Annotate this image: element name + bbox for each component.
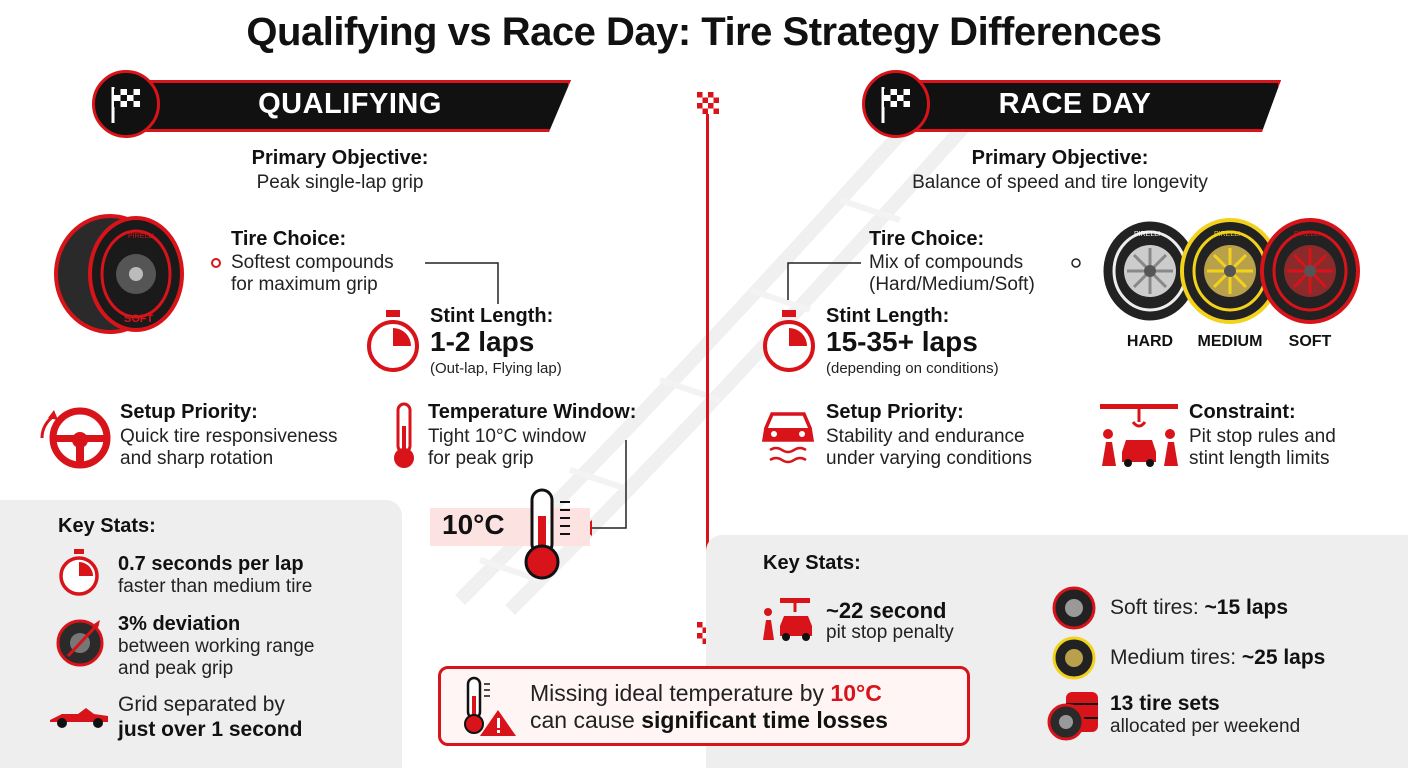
race-car-icon bbox=[50, 708, 108, 728]
race-tire-choice-line1: Mix of compounds bbox=[869, 252, 1024, 273]
soft-tire-stat-icon bbox=[1052, 586, 1096, 630]
worn-tire-icon bbox=[56, 619, 104, 667]
center-divider bbox=[706, 110, 709, 640]
race-tire-choice-line2: (Hard/Medium/Soft) bbox=[869, 274, 1035, 295]
soft-tire-race-icon: PIRELLI bbox=[1260, 218, 1360, 324]
warning-callout bbox=[438, 666, 970, 746]
race-constraint-line2: stint length limits bbox=[1189, 448, 1330, 469]
race-stat2: Soft tires: ~15 laps bbox=[1110, 596, 1288, 620]
qualifying-setup-line2: and sharp rotation bbox=[120, 448, 274, 469]
tire-stack-icon bbox=[1047, 692, 1098, 741]
qualifying-stint-value: 1-2 laps bbox=[430, 326, 535, 357]
medium-tire-label: MEDIUM bbox=[1197, 333, 1263, 350]
warning-line2: can cause significant time losses bbox=[530, 707, 888, 734]
race-day-banner bbox=[900, 80, 1281, 132]
race-constraint-heading: Constraint: bbox=[1189, 401, 1296, 423]
checkered-flag-top-marker bbox=[697, 92, 719, 114]
soft-tire-race-label: SOFT bbox=[1288, 333, 1332, 350]
qualifying-temp-line2: for peak grip bbox=[428, 448, 534, 469]
page-title: Qualifying vs Race Day: Tire Strategy Di… bbox=[246, 10, 1162, 54]
race-setup-heading: Setup Priority: bbox=[826, 401, 964, 423]
tire-choice-connector bbox=[211, 258, 499, 304]
race-stint-heading: Stint Length: bbox=[826, 305, 950, 327]
race-stat3-value: ~25 laps bbox=[1241, 646, 1326, 669]
temperature-warning-icon bbox=[464, 676, 516, 736]
stopwatch-icon bbox=[763, 310, 815, 372]
pit-crew-icon bbox=[1100, 404, 1178, 467]
qualifying-stat2-line2: and peak grip bbox=[118, 658, 234, 679]
race-stats-heading: Key Stats: bbox=[763, 552, 861, 574]
race-stat4-value: 13 tire sets bbox=[1110, 692, 1220, 715]
qualifying-stint-heading: Stint Length: bbox=[430, 305, 554, 327]
checkered-flag-icon bbox=[881, 87, 910, 123]
qualifying-stat3-value: just over 1 second bbox=[118, 718, 303, 741]
qualifying-tire-choice-line1: Softest compounds bbox=[231, 252, 394, 273]
qualifying-stat3-line1: Grid separated by bbox=[118, 693, 285, 716]
soft-tire-label: SOFT bbox=[124, 313, 154, 325]
race-tire-choice-connector bbox=[787, 258, 1081, 300]
qualifying-temp-line1: Tight 10°C window bbox=[428, 426, 586, 447]
qualifying-objective-heading: Primary Objective: bbox=[251, 147, 429, 169]
qualifying-objective-text: Peak single-lap grip bbox=[256, 172, 424, 193]
race-stat3-text: Medium tires: bbox=[1110, 646, 1242, 669]
svg-text:PIRELLI: PIRELLI bbox=[1214, 231, 1240, 238]
race-tire-choice-heading: Tire Choice: bbox=[869, 228, 985, 250]
warning-text-part4: significant time losses bbox=[641, 707, 888, 733]
warning-temp-value: 10°C bbox=[830, 680, 882, 706]
large-thermometer-icon bbox=[524, 488, 570, 580]
race-stat1-text: pit stop penalty bbox=[826, 622, 954, 643]
qualifying-tire-choice-heading: Tire Choice: bbox=[231, 228, 347, 250]
qualifying-banner-label: QUALIFYING bbox=[258, 88, 442, 120]
hard-tire-icon: PIRELLI bbox=[1100, 218, 1200, 324]
soft-tire-icon: PIRELLI bbox=[54, 214, 184, 334]
svg-text:PIRELLI: PIRELLI bbox=[1294, 231, 1320, 238]
pit-stop-icon bbox=[763, 598, 812, 641]
race-setup-line1: Stability and endurance bbox=[826, 426, 1025, 447]
race-objective-heading: Primary Objective: bbox=[971, 147, 1149, 169]
race-objective-text: Balance of speed and tire longevity bbox=[912, 172, 1208, 193]
race-day-flag-badge bbox=[862, 70, 930, 138]
medium-tire-stat-icon bbox=[1052, 636, 1096, 680]
medium-tire-icon: PIRELLI bbox=[1180, 218, 1280, 324]
qualifying-temp-value: 10°C bbox=[442, 509, 505, 540]
race-stint-value: 15-35+ laps bbox=[826, 326, 978, 357]
race-stat3: Medium tires: ~25 laps bbox=[1110, 646, 1325, 670]
stopwatch-stat-icon bbox=[59, 549, 99, 596]
qualifying-temp-heading: Temperature Window: bbox=[428, 401, 637, 423]
car-stability-icon bbox=[761, 412, 815, 464]
svg-text:PIRELLI: PIRELLI bbox=[128, 233, 154, 240]
race-stat2-value: ~15 laps bbox=[1204, 596, 1289, 619]
steering-wheel-icon bbox=[40, 407, 111, 469]
warning-text-part1: Missing ideal temperature by bbox=[530, 680, 831, 706]
race-stint-note: (depending on conditions) bbox=[826, 360, 999, 377]
qualifying-stat2-value: 3% deviation bbox=[118, 613, 241, 635]
checkered-flag-icon bbox=[111, 87, 140, 123]
thermometer-icon bbox=[394, 402, 414, 468]
hard-tire-label: HARD bbox=[1126, 333, 1174, 350]
qualifying-stat1-text: faster than medium tire bbox=[118, 576, 313, 597]
qualifying-stat1-value: 0.7 seconds per lap bbox=[118, 553, 304, 575]
svg-text:PIRELLI: PIRELLI bbox=[1134, 231, 1160, 238]
qualifying-stint-note: (Out-lap, Flying lap) bbox=[430, 360, 562, 377]
qualifying-banner bbox=[130, 80, 571, 132]
qualifying-stat2-line1: between working range bbox=[118, 636, 315, 657]
qualifying-setup-line1: Quick tire responsiveness bbox=[120, 426, 338, 447]
qualifying-flag-badge bbox=[92, 70, 160, 138]
race-stat1-value: ~22 second bbox=[826, 598, 947, 623]
stopwatch-icon bbox=[367, 310, 419, 372]
race-setup-line2: under varying conditions bbox=[826, 448, 1032, 469]
qualifying-tire-choice-line2: for maximum grip bbox=[231, 274, 378, 295]
race-constraint-line1: Pit stop rules and bbox=[1189, 426, 1336, 447]
qualifying-stats-heading: Key Stats: bbox=[58, 515, 156, 537]
race-stat2-text: Soft tires: bbox=[1110, 596, 1205, 619]
race-day-banner-label: RACE DAY bbox=[998, 88, 1152, 120]
warning-line1: Missing ideal temperature by 10°C bbox=[530, 680, 882, 707]
qualifying-setup-heading: Setup Priority: bbox=[120, 401, 258, 423]
race-stat4-text: allocated per weekend bbox=[1110, 716, 1301, 737]
warning-text-part3: can cause bbox=[530, 707, 642, 733]
